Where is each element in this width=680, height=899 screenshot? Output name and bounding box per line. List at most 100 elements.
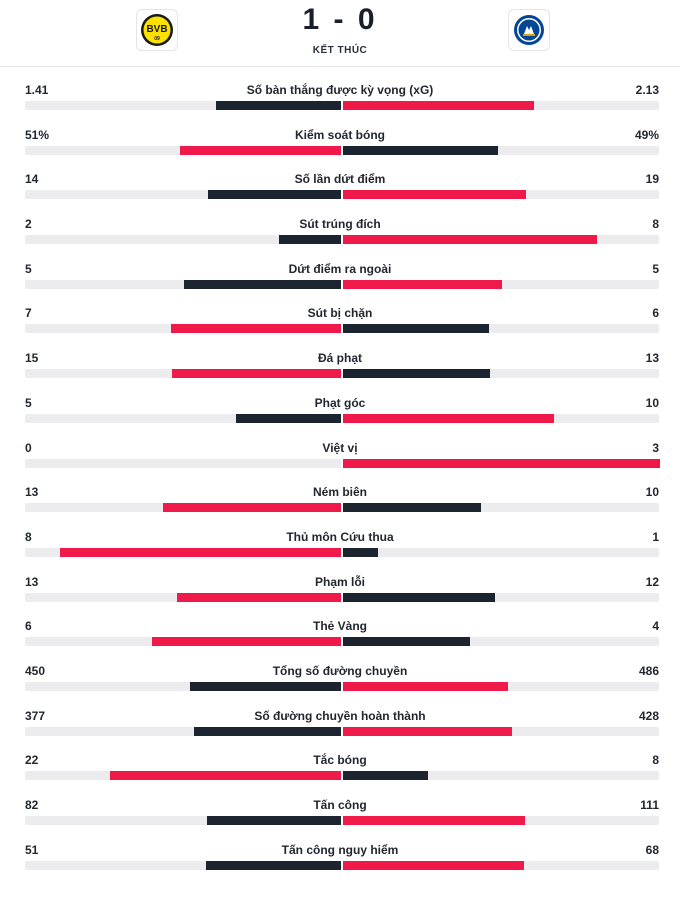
home-stat-value: 7	[25, 306, 32, 321]
stat-bar-track	[25, 726, 659, 736]
stat-bar-track	[25, 369, 659, 379]
stat-row: 14 Số lần dứt điểm 19	[0, 156, 680, 201]
home-stat-value: 14	[25, 172, 39, 187]
stat-row: 15 Đá phạt 13	[0, 335, 680, 380]
home-stat-bar	[177, 592, 342, 602]
bar-center-divider	[341, 816, 343, 825]
home-stat-bar	[193, 726, 342, 736]
away-stat-bar	[343, 101, 534, 110]
away-stat-bar	[343, 547, 379, 557]
bar-center-divider	[341, 771, 343, 781]
away-stat-bar	[343, 681, 508, 691]
home-stat-value: 6	[25, 619, 32, 634]
away-stat-value: 13	[645, 351, 659, 366]
home-stat-value: 450	[25, 663, 46, 678]
home-stat-bar	[207, 816, 342, 825]
stat-row: 1.41 Số bàn thắng được kỳ vọng (xG) 2.13	[0, 67, 680, 112]
bar-center-divider	[341, 279, 343, 289]
stat-label: Thủ môn Cứu thua	[286, 529, 394, 544]
match-status: KẾT THÚC	[312, 45, 368, 56]
home-stat-value: 2	[25, 217, 32, 232]
away-stat-value: 10	[645, 395, 659, 410]
stat-row: 7 Sút bị chặn 6	[0, 290, 680, 335]
stat-label: Dứt điểm ra ngoài	[288, 261, 392, 276]
away-stat-bar	[343, 726, 512, 736]
stat-label: Sút trúng đích	[299, 217, 381, 232]
bar-center-divider	[341, 503, 343, 513]
bar-center-divider	[341, 458, 343, 468]
home-stat-bar	[278, 235, 342, 245]
stat-bar-track	[25, 413, 659, 423]
home-stat-value: 51%	[25, 127, 50, 142]
home-stat-value: 1.41	[25, 83, 49, 97]
stat-row: 2 Sút trúng đích 8	[0, 201, 680, 246]
away-stat-bar	[343, 279, 502, 289]
chelsea-crest-icon	[514, 15, 544, 45]
bar-center-divider	[341, 413, 343, 423]
away-stat-value: 8	[652, 753, 659, 768]
away-stat-bar	[343, 860, 525, 870]
home-stat-value: 15	[25, 351, 39, 366]
home-stat-bar	[180, 145, 342, 155]
stat-row: 82 Tấn công 111	[0, 782, 680, 827]
away-stat-bar	[343, 369, 491, 379]
stat-bar-track	[25, 190, 659, 200]
stat-label: Số đường chuyền hoàn thành	[254, 708, 426, 723]
bar-center-divider	[341, 681, 343, 691]
away-stat-value: 1	[652, 529, 659, 544]
bar-center-divider	[341, 101, 343, 110]
home-stat-value: 51	[25, 842, 39, 857]
home-stat-bar	[60, 547, 342, 557]
score-separator: -	[333, 3, 347, 36]
away-stat-bar	[343, 145, 499, 155]
stat-bar-track	[25, 235, 659, 245]
stat-bar-track	[25, 503, 659, 513]
stat-row: 0 Việt vị 3	[0, 425, 680, 470]
away-stat-bar	[343, 592, 496, 602]
stat-label: Tấn công nguy hiểm	[281, 842, 399, 857]
home-stat-value: 377	[25, 708, 46, 723]
stat-label: Tắc bóng	[313, 753, 367, 768]
stat-bar-track	[25, 324, 659, 334]
bar-center-divider	[341, 235, 343, 245]
stat-row: 5 Dứt điểm ra ngoài 5	[0, 246, 680, 291]
away-team-logo[interactable]	[508, 9, 550, 51]
away-stat-value: 12	[645, 574, 659, 589]
home-logo-text: BVB	[146, 24, 167, 35]
away-stat-value: 2.13	[635, 83, 659, 97]
away-stat-value: 49%	[634, 127, 659, 142]
stat-row: 51 Tấn công nguy hiểm 68	[0, 827, 680, 872]
home-logo-sub: 09	[154, 36, 160, 42]
home-stat-value: 82	[25, 798, 39, 812]
away-stat-value: 428	[638, 708, 659, 723]
bar-center-divider	[341, 324, 343, 334]
away-stat-bar	[343, 190, 526, 200]
away-stat-value: 5	[652, 261, 659, 276]
stat-row: 450 Tổng số đường chuyền 486	[0, 648, 680, 693]
bar-center-divider	[341, 637, 343, 647]
stat-row: 13 Phạm lỗi 12	[0, 559, 680, 604]
away-stat-value: 4	[652, 619, 659, 634]
stat-label: Tổng số đường chuyền	[272, 663, 408, 678]
home-stat-value: 13	[25, 574, 39, 589]
stat-row: 6 Thẻ Vàng 4	[0, 603, 680, 648]
away-stat-bar	[343, 816, 526, 825]
stat-label: Phạt góc	[314, 395, 366, 410]
stat-label: Tấn công	[313, 798, 367, 812]
home-stat-bar	[162, 503, 342, 513]
bar-center-divider	[341, 860, 343, 870]
home-stat-value: 13	[25, 485, 39, 500]
away-stat-bar	[343, 503, 481, 513]
away-stat-bar	[343, 637, 470, 647]
stat-bar-track	[25, 816, 659, 825]
away-stat-value: 19	[645, 172, 659, 187]
home-stat-bar	[215, 101, 342, 110]
stat-bar-track	[25, 145, 659, 155]
stat-row: 8 Thủ môn Cứu thua 1	[0, 514, 680, 559]
home-stat-value: 5	[25, 395, 32, 410]
away-stat-value: 10	[645, 485, 659, 500]
away-score: 0	[357, 3, 378, 36]
home-team-logo[interactable]: BVB 09	[136, 9, 178, 51]
bar-center-divider	[341, 592, 343, 602]
stat-bar-track	[25, 547, 659, 557]
